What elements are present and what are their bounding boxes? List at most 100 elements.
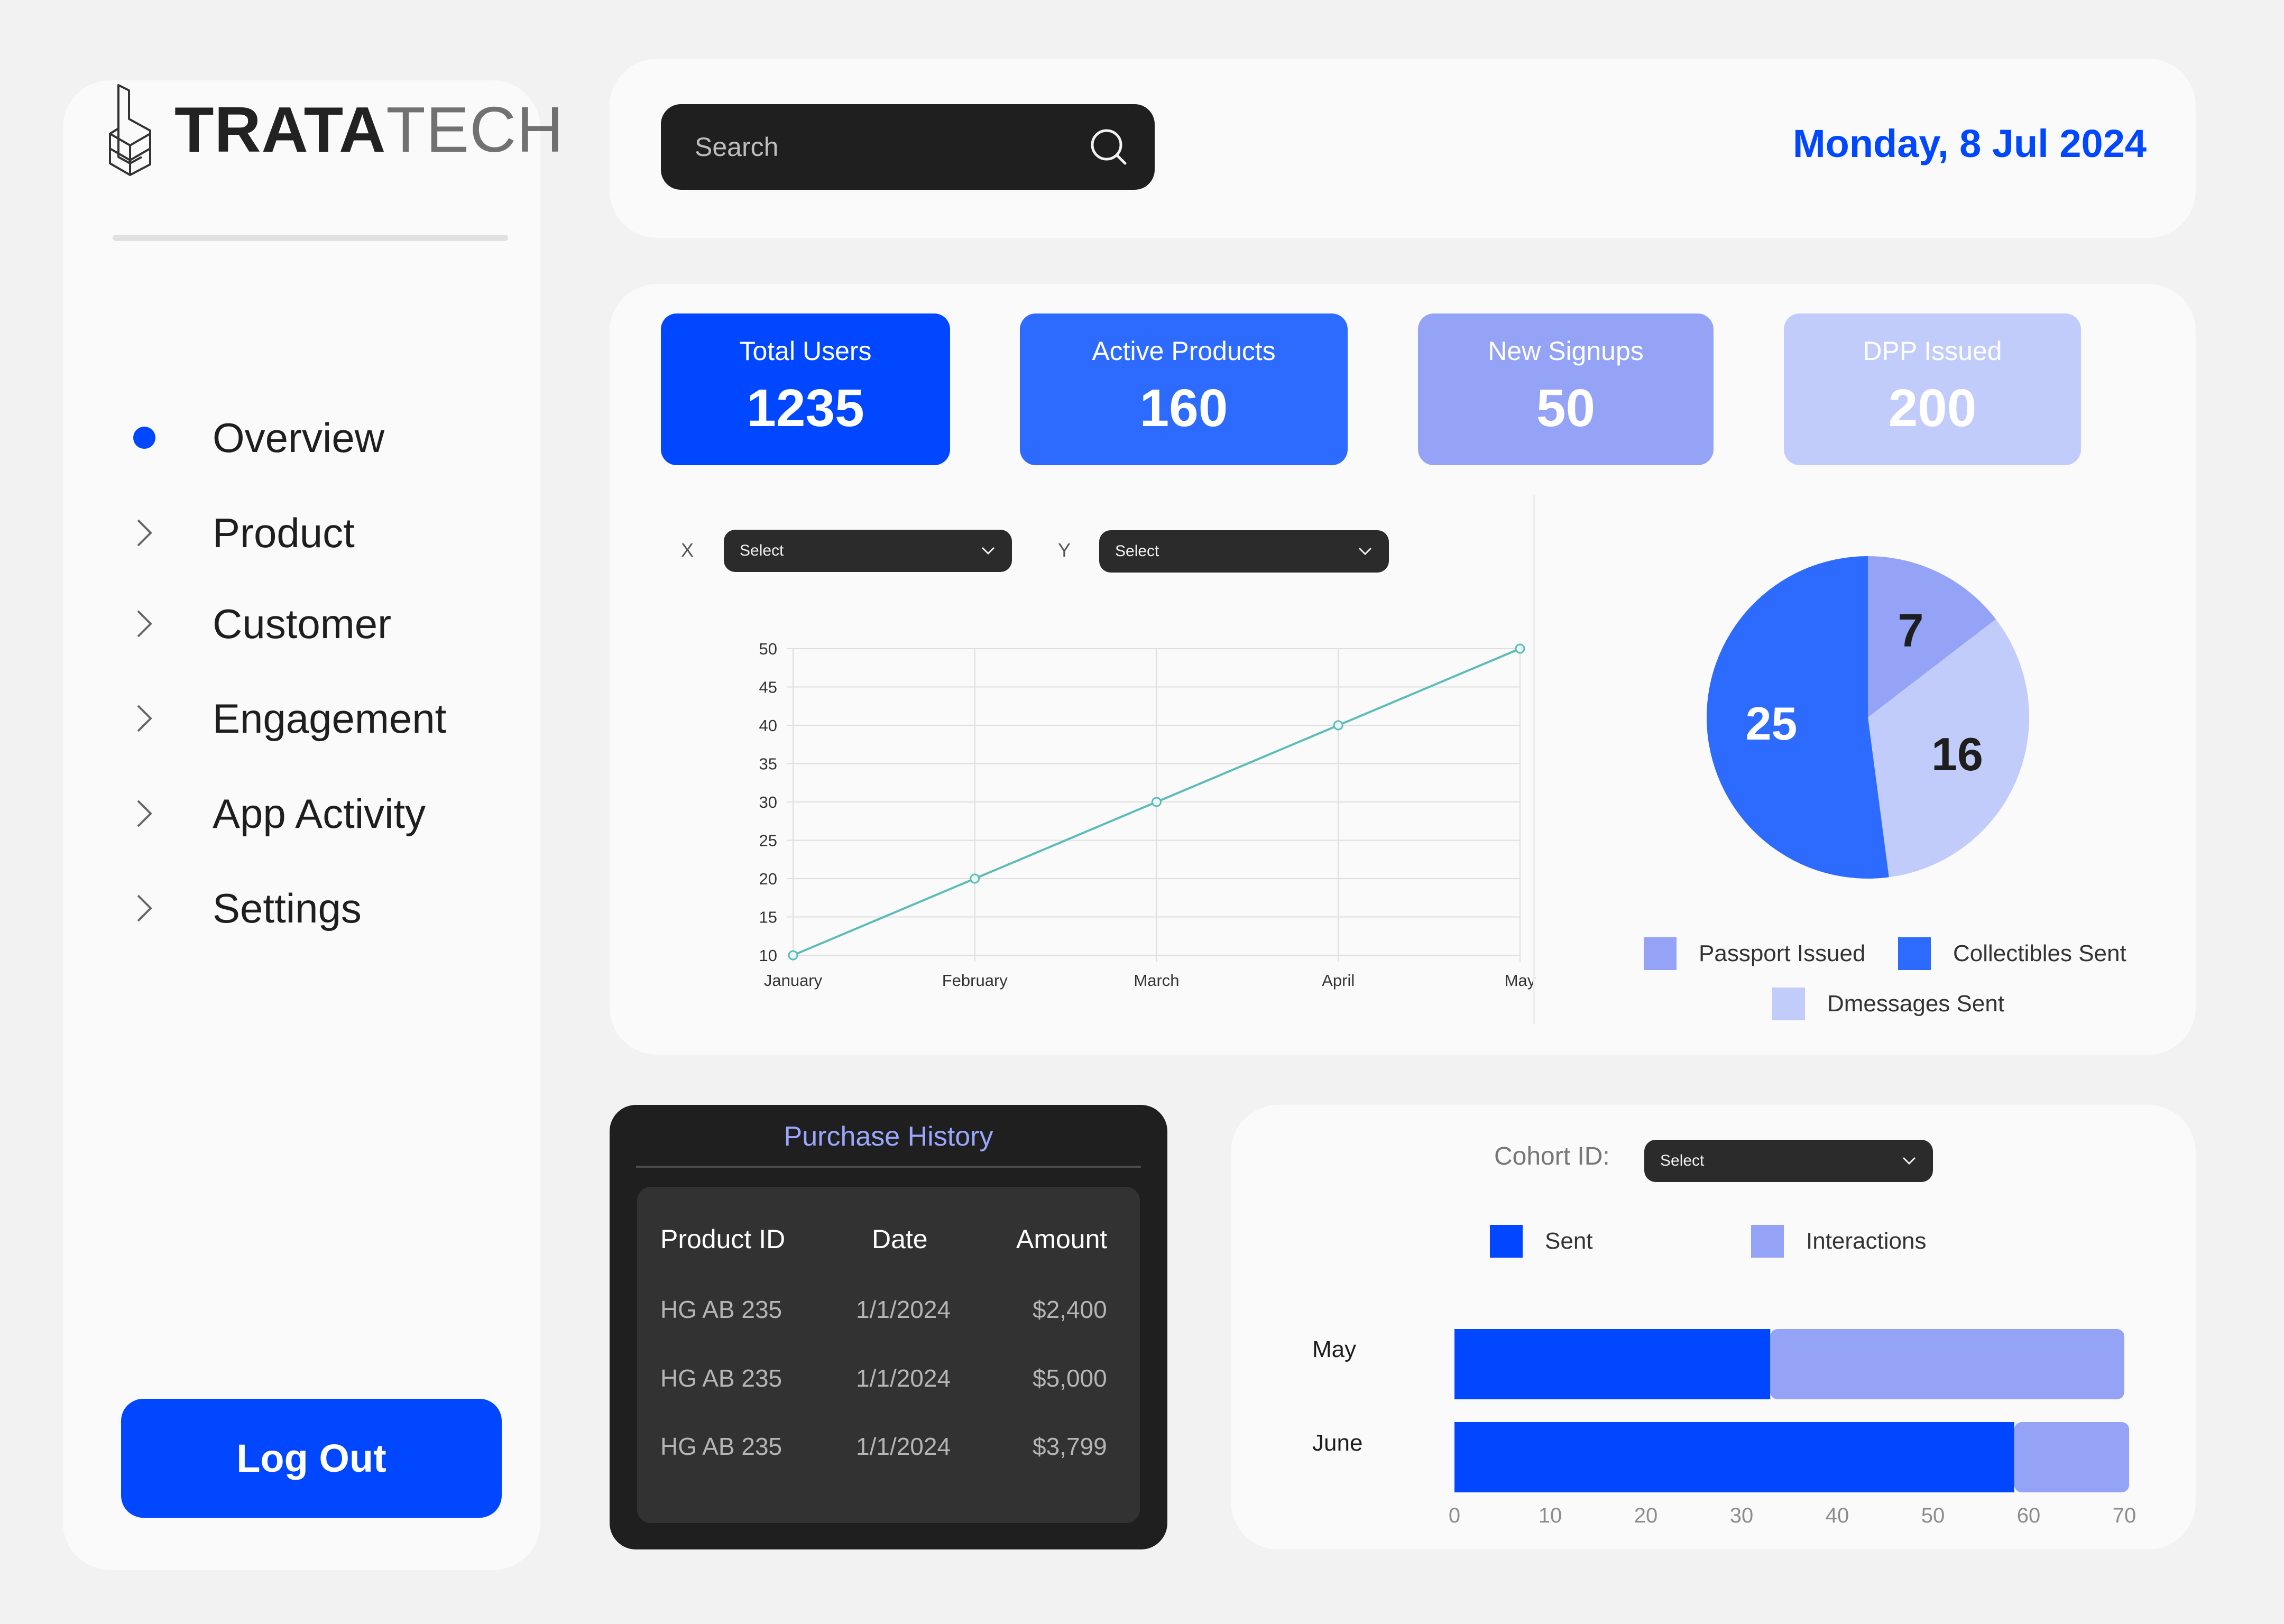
chevron-down-icon <box>1902 1157 1916 1165</box>
y-tick-label: 45 <box>759 678 777 697</box>
select-value: Select <box>1115 542 1159 560</box>
kpi-card-total-users[interactable]: Total Users 1235 <box>661 313 950 465</box>
x-axis-select[interactable]: Select <box>724 530 1012 572</box>
x-tick-label: April <box>1322 971 1355 990</box>
y-tick-label: 25 <box>759 832 777 850</box>
brand-name: TRATATECH <box>174 97 564 162</box>
legend-passport-issued: Passport Issued <box>1644 937 1866 970</box>
y-axis-select-label: Y <box>1058 539 1071 561</box>
pie-value-label: 7 <box>1898 604 1923 657</box>
sidebar-item-overview[interactable]: Overview <box>128 406 384 469</box>
logout-button[interactable]: Log Out <box>121 1399 502 1518</box>
chevron-right-icon <box>137 610 152 638</box>
bar-category-label: June <box>1312 1430 1363 1456</box>
search-placeholder: Search <box>695 132 779 162</box>
x-tick-label: 30 <box>1730 1504 1754 1527</box>
pie-chart: 7 16 25 <box>1707 556 2029 879</box>
pie-slice <box>1868 556 1996 717</box>
table-cell-amount: $2,400 <box>1033 1296 1107 1323</box>
pie-slice <box>1707 556 1889 879</box>
x-tick-label: 40 <box>1826 1504 1849 1527</box>
bar-category-label: May <box>1312 1336 1357 1362</box>
kpi-label: Active Products <box>1092 336 1276 366</box>
table-cell-date: 1/1/2024 <box>856 1433 951 1460</box>
y-tick-label: 10 <box>759 946 777 965</box>
table-cell-product-id: HG AB 235 <box>660 1433 782 1460</box>
data-point <box>970 873 980 884</box>
sidebar-item-label: Engagement <box>213 695 447 742</box>
kpi-label: New Signups <box>1488 336 1644 366</box>
cohort-id-select[interactable]: Select <box>1644 1140 1933 1182</box>
sidebar-item-customer[interactable]: Customer <box>128 592 391 656</box>
chevron-right-icon <box>137 705 152 732</box>
data-point <box>788 950 798 961</box>
sidebar-divider <box>113 235 508 241</box>
purchase-history-table: Product ID Date Amount HG AB 235 1/1/202… <box>637 1187 1140 1523</box>
chevron-down-icon <box>1358 547 1372 556</box>
pie-slice <box>1868 619 2029 878</box>
x-tick-label: May <box>1505 971 1536 990</box>
legend-collectibles-sent: Collectibles Sent <box>1898 937 2126 970</box>
column-header-amount: Amount <box>1016 1224 1108 1254</box>
purchase-history-title: Purchase History <box>784 1121 993 1152</box>
purchase-history-panel: Purchase History Product ID Date Amount … <box>610 1105 1167 1549</box>
sidebar-item-engagement[interactable]: Engagement <box>128 687 446 750</box>
sidebar-item-label: Product <box>213 509 355 556</box>
legend-sent: Sent <box>1490 1225 1593 1258</box>
x-tick-label: 10 <box>1539 1504 1562 1527</box>
bar-segment <box>2014 1422 2130 1492</box>
kpi-label: Total Users <box>739 336 872 366</box>
y-axis-select[interactable]: Select <box>1099 530 1389 573</box>
sidebar-item-settings[interactable]: Settings <box>128 876 362 940</box>
pie-value-label: 16 <box>1931 728 1983 780</box>
legend-swatch <box>1644 937 1677 970</box>
legend-label: Collectibles Sent <box>1953 940 2126 966</box>
x-tick-label: 70 <box>2113 1504 2136 1527</box>
legend-interactions: Interactions <box>1751 1225 1926 1258</box>
x-tick-label: March <box>1134 971 1179 990</box>
legend-swatch <box>1898 937 1931 970</box>
kpi-value: 200 <box>1888 379 1977 438</box>
data-point <box>1152 797 1162 807</box>
cohort-panel: Cohort ID: Select Sent Interactions May … <box>1231 1105 2196 1549</box>
table-cell-date: 1/1/2024 <box>856 1296 951 1323</box>
x-tick-label: 0 <box>1449 1504 1460 1527</box>
legend-label: Dmessages Sent <box>1827 991 2005 1017</box>
y-tick-label: 15 <box>759 908 777 927</box>
kpi-card-new-signups[interactable]: New Signups 50 <box>1418 313 1714 465</box>
x-axis-select-label: X <box>681 539 694 561</box>
title-divider <box>636 1166 1141 1168</box>
table-cell-amount: $3,799 <box>1033 1433 1107 1460</box>
sidebar-item-label: App Activity <box>213 790 426 837</box>
sidebar-item-product[interactable]: Product <box>128 501 355 565</box>
search-input[interactable]: Search <box>661 104 1155 190</box>
bar-segment <box>1454 1422 2014 1492</box>
table-cell-date: 1/1/2024 <box>856 1364 951 1392</box>
current-date: Monday, 8 Jul 2024 <box>1793 122 2147 165</box>
header-bar: Search Monday, 8 Jul 2024 <box>610 59 2196 238</box>
x-tick-label: February <box>942 971 1008 990</box>
chevron-right-icon <box>137 519 152 547</box>
column-header-date: Date <box>872 1224 928 1254</box>
select-value: Select <box>1660 1152 1705 1169</box>
active-dot-icon <box>133 427 155 449</box>
kpi-value: 1235 <box>747 379 864 438</box>
sidebar-item-app-activity[interactable]: App Activity <box>128 782 426 845</box>
x-tick-label: 50 <box>1921 1504 1945 1527</box>
panel-divider <box>1533 495 1535 1024</box>
chevron-right-icon <box>137 800 152 827</box>
legend-swatch <box>1772 988 1805 1020</box>
y-tick-label: 35 <box>759 755 777 773</box>
y-tick-label: 40 <box>759 716 777 735</box>
kpi-card-dpp-issued[interactable]: DPP Issued 200 <box>1784 313 2081 465</box>
pie-value-label: 25 <box>1745 697 1797 750</box>
tratatech-logo-icon <box>109 84 151 176</box>
analytics-panel: Total Users 1235 Active Products 160 New… <box>610 284 2196 1055</box>
select-value: Select <box>740 542 784 559</box>
brand-name-light: TECH <box>386 94 564 165</box>
kpi-card-active-products[interactable]: Active Products 160 <box>1020 313 1348 465</box>
chevron-down-icon <box>981 547 995 555</box>
table-cell-amount: $5,000 <box>1033 1364 1107 1392</box>
search-icon[interactable] <box>1089 127 1128 167</box>
data-point <box>1333 720 1343 731</box>
